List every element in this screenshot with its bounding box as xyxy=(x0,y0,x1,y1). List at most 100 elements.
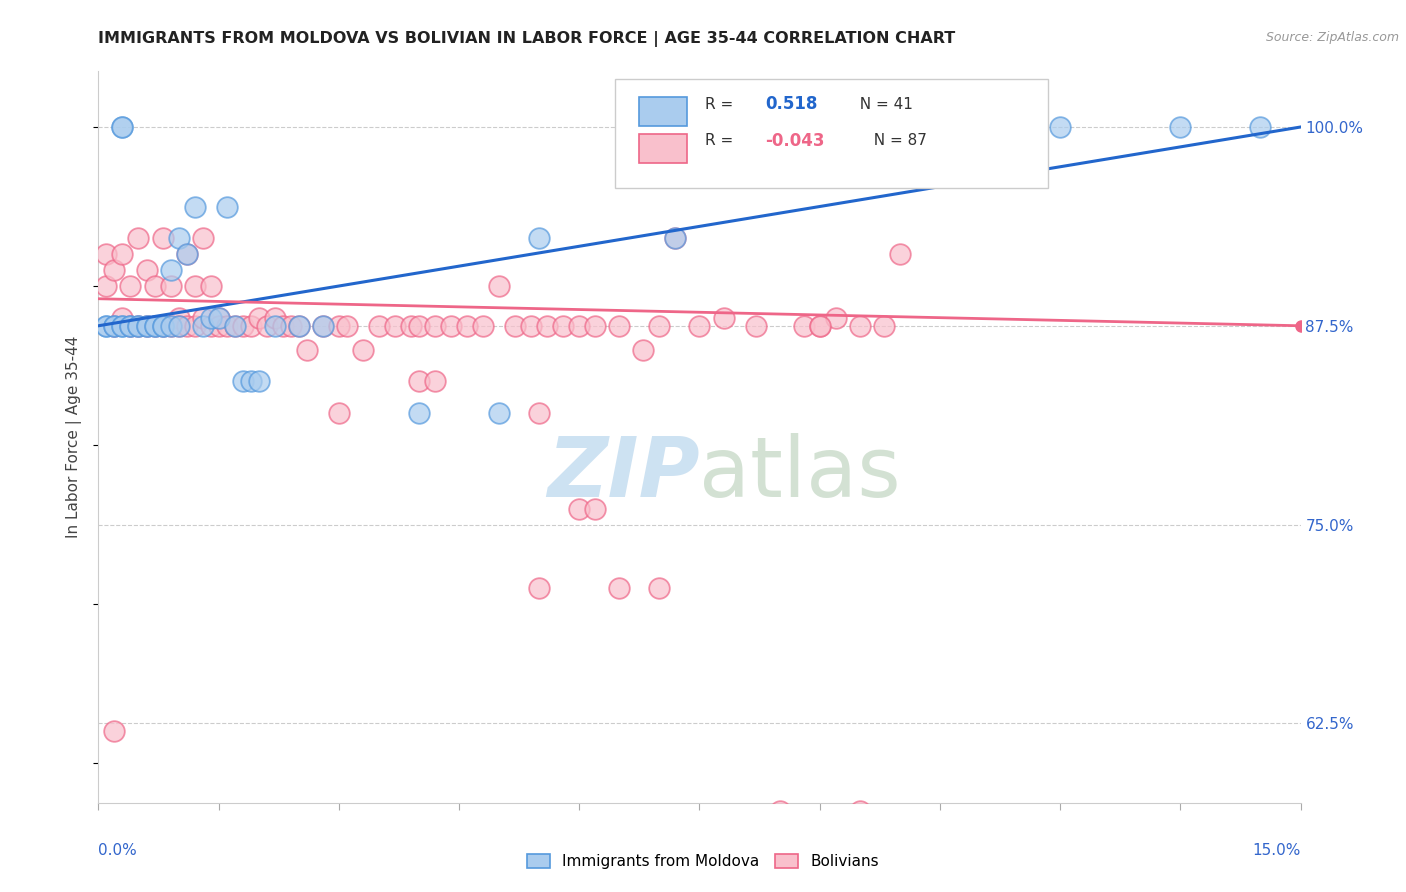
Point xyxy=(111,120,134,134)
Point xyxy=(609,581,631,595)
Point xyxy=(103,724,125,739)
Point xyxy=(873,318,896,333)
Point xyxy=(488,279,510,293)
Point xyxy=(159,318,181,333)
Point xyxy=(769,804,792,818)
Point xyxy=(288,318,311,333)
Point xyxy=(824,310,846,325)
Point xyxy=(208,310,231,325)
Text: atlas: atlas xyxy=(700,434,901,514)
Point xyxy=(143,318,166,333)
Point xyxy=(247,375,270,389)
FancyBboxPatch shape xyxy=(640,134,688,162)
Point xyxy=(280,318,302,333)
Point xyxy=(408,375,430,389)
Point xyxy=(128,318,150,333)
Point xyxy=(183,279,205,293)
Point xyxy=(568,501,591,516)
Point xyxy=(111,318,134,333)
Text: 0.518: 0.518 xyxy=(766,95,818,113)
Point xyxy=(713,120,735,134)
Point xyxy=(120,318,142,333)
Point xyxy=(159,263,181,277)
Text: -0.043: -0.043 xyxy=(766,132,825,150)
Point xyxy=(176,247,198,261)
Point xyxy=(224,318,246,333)
Point xyxy=(408,406,430,420)
Point xyxy=(111,247,134,261)
Point xyxy=(167,318,190,333)
Point xyxy=(135,318,157,333)
Text: IMMIGRANTS FROM MOLDOVA VS BOLIVIAN IN LABOR FORCE | AGE 35-44 CORRELATION CHART: IMMIGRANTS FROM MOLDOVA VS BOLIVIAN IN L… xyxy=(98,31,956,47)
Point xyxy=(808,120,831,134)
Point xyxy=(529,231,551,245)
Point xyxy=(183,200,205,214)
Point xyxy=(200,318,222,333)
Text: R =: R = xyxy=(706,96,738,112)
FancyBboxPatch shape xyxy=(640,97,688,127)
Point xyxy=(633,343,655,357)
Point xyxy=(689,318,711,333)
Point xyxy=(472,318,495,333)
Point xyxy=(103,318,125,333)
Text: 15.0%: 15.0% xyxy=(1253,843,1301,858)
Point xyxy=(263,310,285,325)
Point xyxy=(103,318,125,333)
Text: N = 87: N = 87 xyxy=(865,133,927,148)
Point xyxy=(191,231,214,245)
Point xyxy=(128,318,150,333)
Point xyxy=(167,318,190,333)
Point xyxy=(744,318,766,333)
Point xyxy=(167,231,190,245)
Point xyxy=(167,310,190,325)
Point xyxy=(111,318,134,333)
Point xyxy=(808,318,831,333)
Point xyxy=(456,318,478,333)
Point xyxy=(440,318,463,333)
Point xyxy=(232,318,254,333)
Point xyxy=(111,120,134,134)
FancyBboxPatch shape xyxy=(616,78,1047,188)
Text: N = 41: N = 41 xyxy=(849,96,912,112)
Point xyxy=(503,318,526,333)
Point xyxy=(384,318,406,333)
Point xyxy=(239,375,262,389)
Point xyxy=(159,279,181,293)
Point xyxy=(423,318,446,333)
Point xyxy=(176,318,198,333)
Y-axis label: In Labor Force | Age 35-44: In Labor Force | Age 35-44 xyxy=(66,336,83,538)
Point xyxy=(488,406,510,420)
Point xyxy=(1250,120,1272,134)
Point xyxy=(553,318,575,333)
Point xyxy=(96,318,118,333)
Point xyxy=(664,231,686,245)
Point xyxy=(103,318,125,333)
Point xyxy=(247,310,270,325)
Point xyxy=(271,318,294,333)
Point xyxy=(215,200,238,214)
Point xyxy=(1049,120,1071,134)
Point xyxy=(312,318,335,333)
Point xyxy=(208,318,231,333)
Point xyxy=(103,263,125,277)
Point xyxy=(120,279,142,293)
Point xyxy=(200,310,222,325)
Point xyxy=(111,310,134,325)
Point xyxy=(143,318,166,333)
Point xyxy=(808,318,831,333)
Point xyxy=(713,310,735,325)
Point xyxy=(583,318,606,333)
Point xyxy=(152,318,174,333)
Point xyxy=(849,804,872,818)
Point xyxy=(176,247,198,261)
Point xyxy=(328,318,350,333)
Point xyxy=(224,318,246,333)
Point xyxy=(295,343,318,357)
Point xyxy=(159,318,181,333)
Point xyxy=(215,318,238,333)
Point xyxy=(232,375,254,389)
Point xyxy=(399,318,422,333)
Point xyxy=(191,310,214,325)
Text: 0.0%: 0.0% xyxy=(98,843,138,858)
Point xyxy=(183,318,205,333)
